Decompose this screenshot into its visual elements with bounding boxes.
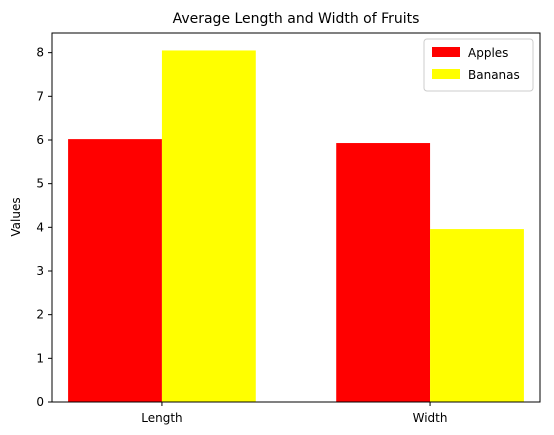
y-tick-label: 6 xyxy=(36,133,44,147)
chart-title: Average Length and Width of Fruits xyxy=(173,11,420,27)
y-tick-label: 8 xyxy=(36,46,44,60)
y-tick-label: 0 xyxy=(36,395,44,409)
legend-label-apples: Apples xyxy=(468,46,508,60)
legend-label-bananas: Bananas xyxy=(468,68,520,82)
y-tick-label: 1 xyxy=(36,351,44,365)
bar-bananas-length xyxy=(161,50,256,402)
legend-swatch-apples xyxy=(432,47,460,57)
plot-frame xyxy=(51,32,541,403)
legend: Apples Bananas xyxy=(423,38,534,92)
y-axis: 0 1 2 3 4 5 6 7 8 xyxy=(36,46,52,409)
y-tick-label: 4 xyxy=(36,220,44,234)
x-tick-label-width: Width xyxy=(413,411,448,425)
bars-group xyxy=(68,50,524,402)
x-tick-label-length: Length xyxy=(141,411,182,425)
y-axis-label: Values xyxy=(9,197,23,236)
bar-apples-length xyxy=(68,139,162,402)
bar-bananas-width xyxy=(430,229,524,402)
x-axis: Length Width xyxy=(141,402,448,425)
y-tick-label: 5 xyxy=(36,177,44,191)
y-tick-label: 2 xyxy=(36,308,44,322)
bar-apples-width xyxy=(336,143,431,402)
y-tick-label: 3 xyxy=(36,264,44,278)
y-tick-label: 7 xyxy=(36,89,44,103)
legend-swatch-bananas xyxy=(432,69,460,79)
